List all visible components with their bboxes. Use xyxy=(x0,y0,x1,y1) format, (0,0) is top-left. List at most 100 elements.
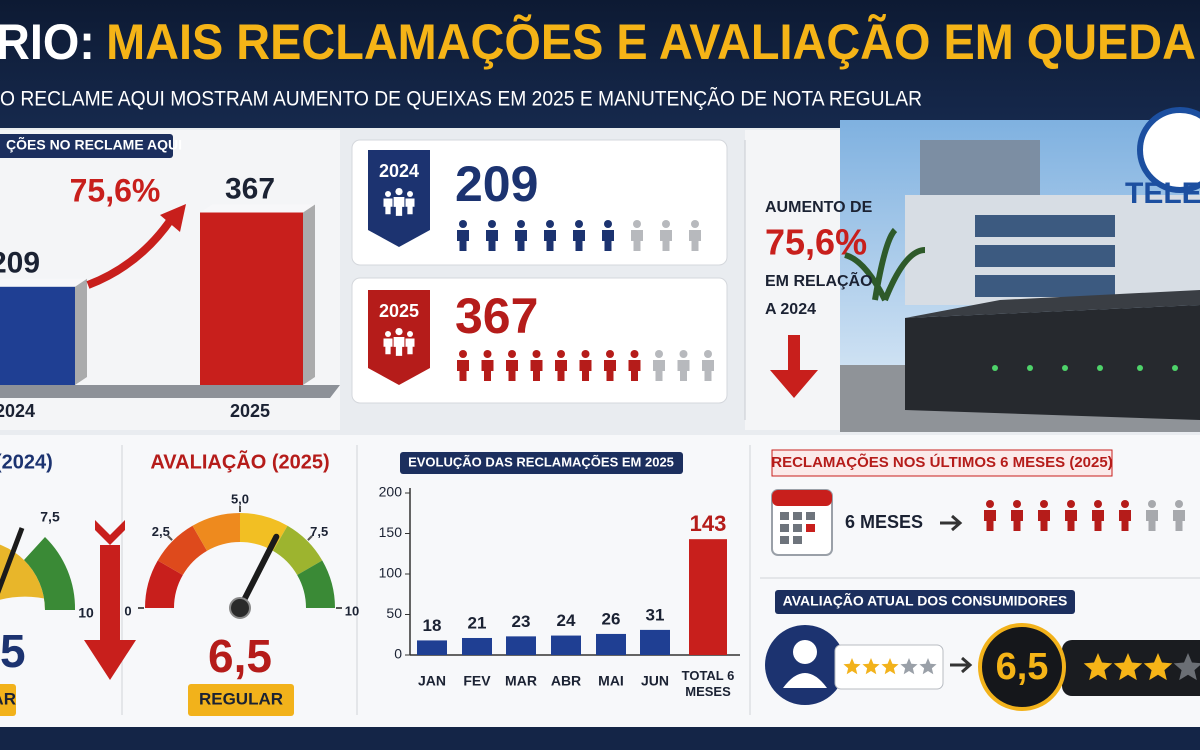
card-value: 367 xyxy=(455,288,538,344)
title-main: MAIS RECLAMAÇÕES E AVALIAÇÃO EM QUEDA xyxy=(106,13,1196,70)
person-body xyxy=(530,360,543,381)
title: RIO:MAIS RECLAMAÇÕES E AVALIAÇÃO EM QUED… xyxy=(0,13,1196,70)
person-body xyxy=(405,198,415,215)
person-head xyxy=(633,220,641,228)
person-head xyxy=(395,188,403,196)
card-value: 209 xyxy=(455,156,538,212)
bar xyxy=(596,633,626,655)
person-icon xyxy=(602,220,614,251)
person-head xyxy=(575,220,583,228)
person-head xyxy=(508,350,516,358)
person-head xyxy=(385,191,391,197)
rating-star xyxy=(900,658,918,675)
arrow xyxy=(86,215,176,289)
person-icon xyxy=(506,350,518,381)
person-body xyxy=(1146,510,1158,531)
section-title: RECLAMAÇÕES NOS ÚLTIMOS 6 MESES (2025) xyxy=(771,453,1112,471)
person-icon xyxy=(604,350,616,381)
header-band xyxy=(0,0,1200,128)
value-label: 209 xyxy=(0,247,40,280)
gauge-tick-label: 10 xyxy=(345,603,359,618)
footer-band xyxy=(0,727,1200,750)
person-head xyxy=(407,191,413,197)
x-tick-label: JUN xyxy=(641,673,669,689)
person-body xyxy=(457,360,469,381)
person-icon xyxy=(457,350,469,381)
platform xyxy=(0,385,340,398)
person-icon xyxy=(530,350,543,381)
windows xyxy=(975,215,1115,297)
person-body xyxy=(486,230,498,251)
score-circle xyxy=(978,623,1066,711)
person-body xyxy=(1119,510,1131,531)
bar xyxy=(551,635,581,655)
gauge-needle xyxy=(0,527,25,594)
tab xyxy=(775,590,1075,614)
router xyxy=(905,305,1200,420)
person-head xyxy=(546,220,554,228)
tab xyxy=(0,134,173,158)
person-icon xyxy=(457,220,469,251)
person-body xyxy=(984,510,996,531)
person-head xyxy=(679,350,688,358)
gauge-tick-label: 2,5 xyxy=(152,524,170,539)
gauge-value: 5 xyxy=(0,625,26,677)
person-icon xyxy=(383,191,393,215)
category-label: 2024 xyxy=(0,401,35,421)
person-icon xyxy=(405,331,415,355)
person-body xyxy=(1173,510,1185,531)
section-title: AVALIAÇÃO ATUAL DOS CONSUMIDORES xyxy=(783,592,1068,609)
arrow xyxy=(950,656,973,674)
person-body xyxy=(383,198,393,215)
value-label: 26 xyxy=(602,609,621,628)
person-body xyxy=(1092,510,1104,531)
person-body xyxy=(660,230,672,251)
rating-text: LAR xyxy=(0,689,16,708)
bar xyxy=(506,636,536,655)
gauge-title: (2024) xyxy=(0,451,53,473)
x-tick-label: TOTAL 6 MESES xyxy=(681,668,735,699)
value-label: 143 xyxy=(690,511,727,536)
person-body xyxy=(393,197,405,216)
person-body xyxy=(604,360,616,381)
person-icon xyxy=(984,500,996,531)
gauge-arc xyxy=(24,537,76,610)
person-head xyxy=(986,500,994,508)
increase-text: A 2024 xyxy=(765,301,816,318)
subtitle: O RECLAME AQUI MOSTRAM AUMENTO DE QUEIXA… xyxy=(0,87,922,111)
gauge-arc xyxy=(145,560,183,608)
person-head xyxy=(1121,500,1129,508)
bar xyxy=(417,640,447,655)
increase-text: AUMENTO DE xyxy=(765,199,873,216)
person-icon xyxy=(702,350,714,381)
person-head xyxy=(1094,500,1102,508)
router-leds xyxy=(992,365,1178,371)
person-head xyxy=(606,350,614,358)
x-tick-label: ABR xyxy=(551,673,581,689)
person-icon xyxy=(486,220,498,251)
gauge-tick xyxy=(307,535,313,541)
user-body xyxy=(783,673,827,688)
person-body xyxy=(383,338,393,355)
person-body xyxy=(457,230,469,251)
gauge-title: AVALIAÇÃO (2025) xyxy=(150,450,329,473)
person-icon xyxy=(1011,500,1023,531)
person-icon xyxy=(631,220,643,251)
tab xyxy=(400,452,683,474)
person-head xyxy=(1175,500,1183,508)
category-label: 2025 xyxy=(230,401,270,421)
person-body xyxy=(653,360,665,381)
bar-side xyxy=(303,204,315,385)
gauge-arc xyxy=(273,525,323,575)
rating-text: REGULAR xyxy=(199,689,283,708)
bar xyxy=(0,286,75,385)
person-body xyxy=(628,360,641,381)
person-head xyxy=(630,350,639,358)
person-head xyxy=(604,220,612,228)
person-head xyxy=(557,350,565,358)
gauge-needle xyxy=(237,533,280,611)
gauge-tick-label: 7,5 xyxy=(40,509,60,525)
value-label: 21 xyxy=(468,613,487,632)
person-head xyxy=(385,331,391,337)
